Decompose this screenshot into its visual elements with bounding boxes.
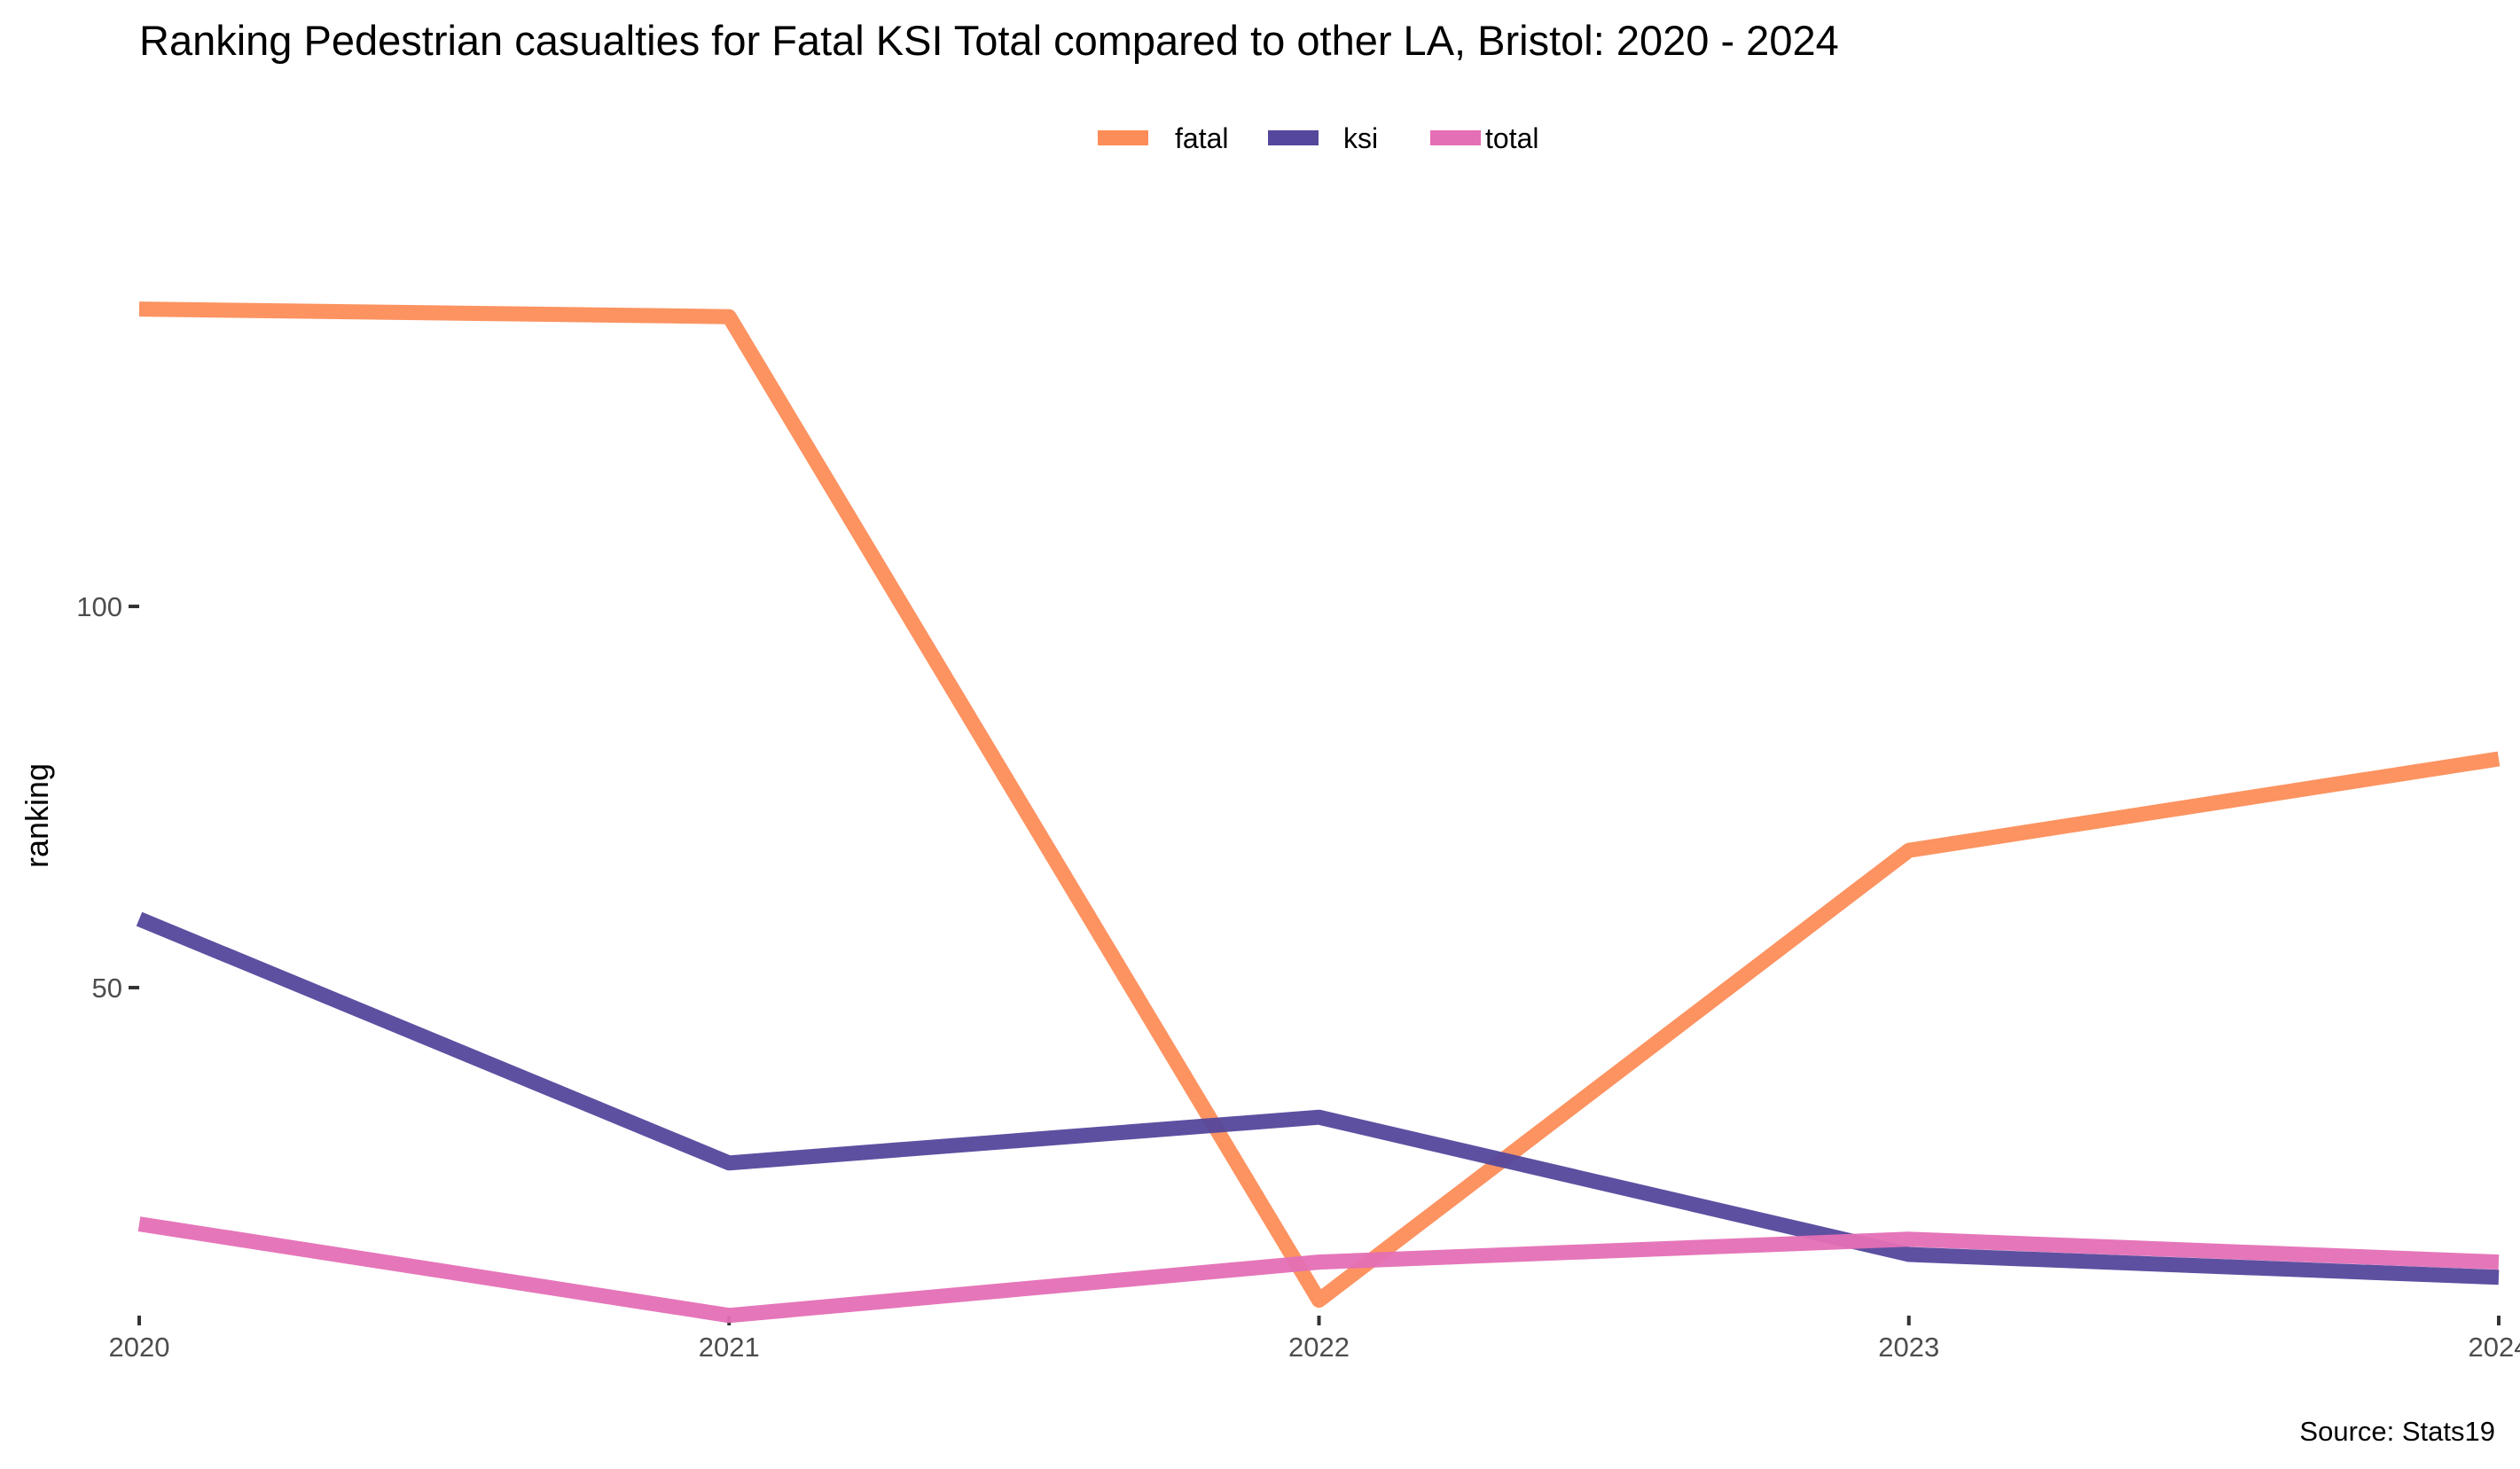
- legend-label-fatal: fatal: [1175, 122, 1228, 154]
- series-line-ksi: [136, 911, 2500, 1285]
- x-tick-label: 2020: [109, 1332, 170, 1363]
- x-tick-label: 2024: [2469, 1332, 2520, 1363]
- x-tick-label: 2021: [699, 1332, 760, 1363]
- y-axis: 50 100: [76, 591, 139, 1004]
- y-tick-label: 50: [92, 973, 122, 1004]
- legend-swatch-ksi: [1268, 130, 1319, 145]
- x-axis: 2020 2021 2022 2023 2024: [109, 1316, 2520, 1363]
- source-caption: Source: Stats19: [2299, 1416, 2495, 1447]
- chart-title: Ranking Pedestrian casualties for Fatal …: [139, 17, 1839, 64]
- y-axis-title: ranking: [19, 763, 55, 868]
- legend: fatal ksi total: [1098, 122, 1538, 154]
- legend-swatch-fatal: [1098, 130, 1148, 145]
- legend-label-total: total: [1485, 122, 1538, 154]
- x-tick-label: 2022: [1288, 1332, 1350, 1363]
- series-layer: [136, 301, 2500, 1324]
- x-tick-label: 2023: [1878, 1332, 1939, 1363]
- legend-label-ksi: ksi: [1343, 122, 1378, 154]
- legend-swatch-total: [1430, 130, 1481, 145]
- series-line-fatal: [138, 301, 2500, 1309]
- y-tick-label: 100: [76, 591, 122, 622]
